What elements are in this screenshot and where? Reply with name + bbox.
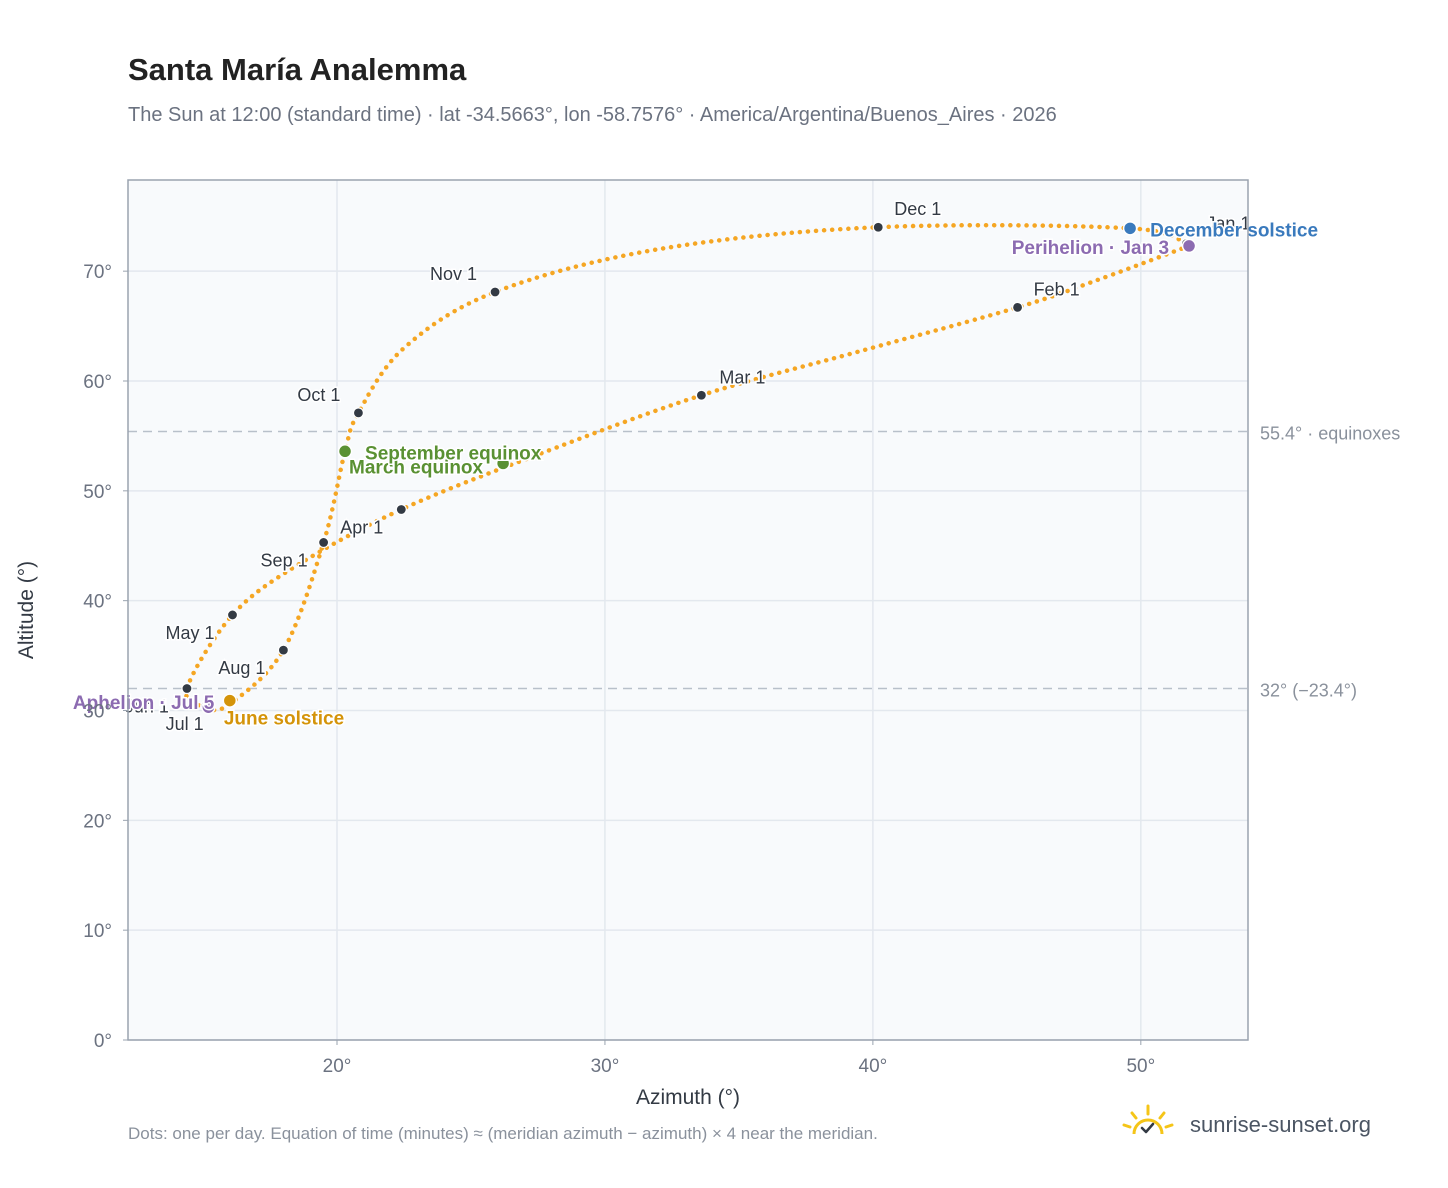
month-marker <box>181 682 193 695</box>
month-label: May 1 <box>165 623 214 643</box>
chart-subtitle: The Sun at 12:00 (standard time) · lat -… <box>128 104 1057 126</box>
gridlines <box>128 180 1248 1041</box>
brand-name[interactable]: sunrise-sunset.org <box>1190 1112 1371 1137</box>
x-tick-label: 50° <box>1126 1056 1155 1077</box>
sun-icon <box>1122 1104 1174 1135</box>
brand-logo[interactable]: sunrise-sunset.org <box>1120 1102 1400 1146</box>
y-tick-label: 50° <box>83 482 112 503</box>
event-label: Aphelion · Jul 5 <box>73 693 215 714</box>
event-label: March equinox <box>349 457 484 478</box>
month-marker <box>395 503 407 516</box>
reference-line-label: 55.4° · equinoxes <box>1260 424 1400 444</box>
x-axis-label: Azimuth (°) <box>636 1086 740 1109</box>
event-label: June solstice <box>224 709 344 730</box>
y-tick-label: 70° <box>83 262 112 283</box>
chart-title: Santa María Analemma <box>128 52 467 87</box>
event-label: September equinox <box>365 443 542 464</box>
month-marker <box>872 221 884 233</box>
month-label: Jul 1 <box>166 714 204 734</box>
event-marker <box>222 693 238 708</box>
event-label: December solstice <box>1150 220 1318 241</box>
month-label: Jan 1 <box>1206 214 1250 234</box>
month-label: Nov 1 <box>430 264 477 284</box>
month-marker <box>489 286 501 298</box>
x-tick-label: 40° <box>859 1056 888 1077</box>
axes: 20° 30° 40° 50° 0° 10° 20° 30° 40° 50° 60° 70° <box>83 262 1155 1077</box>
month-label: Jun 1 <box>125 697 169 717</box>
month-marker <box>1011 301 1024 314</box>
month-marker <box>695 389 707 401</box>
y-axis-label: Altitude (°) <box>15 561 38 659</box>
x-tick-label: 20° <box>323 1056 352 1077</box>
y-tick-label: 10° <box>83 921 112 942</box>
reference-lines: 55.4° · equinoxes 32° (−23.4°) <box>128 424 1400 701</box>
month-label: Mar 1 <box>719 367 765 387</box>
plot-frame <box>127 179 1249 1041</box>
month-label: Dec 1 <box>894 199 941 219</box>
month-label: Feb 1 <box>1034 279 1080 299</box>
y-tick-label: 0° <box>94 1031 112 1052</box>
month-label: Oct 1 <box>297 385 340 405</box>
y-tick-label: 30° <box>83 701 112 722</box>
month-label: Aug 1 <box>218 658 265 678</box>
footnote: Dots: one per day. Equation of time (min… <box>128 1124 878 1143</box>
analemma-daily-dots <box>183 222 1192 713</box>
plot-area <box>128 180 1248 1040</box>
month-marker <box>277 644 290 656</box>
event-marker <box>337 444 353 459</box>
event-marker <box>495 456 511 471</box>
y-tick-label: 20° <box>83 811 112 832</box>
month-marker <box>317 536 330 549</box>
event-marker <box>1122 221 1138 236</box>
x-tick-label: 30° <box>591 1056 620 1077</box>
month-marker <box>352 407 365 419</box>
analemma-path <box>183 222 1192 713</box>
event-marker <box>1181 238 1197 254</box>
event-label: Perihelion · Jan 3 <box>1012 238 1169 259</box>
month-label: Apr 1 <box>340 518 383 538</box>
y-tick-label: 60° <box>83 372 112 393</box>
event-marker <box>201 699 216 715</box>
month-marker <box>226 609 239 621</box>
y-tick-label: 40° <box>83 592 112 613</box>
month-label: Sep 1 <box>261 550 308 570</box>
reference-line-label: 32° (−23.4°) <box>1260 681 1357 701</box>
